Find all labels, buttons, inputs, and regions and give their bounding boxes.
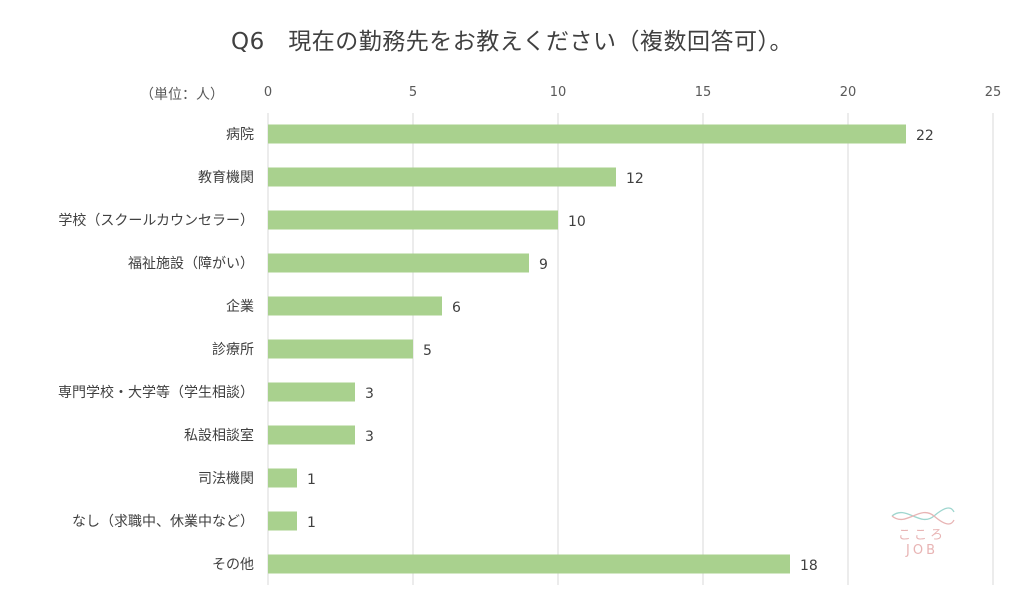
value-label-0: 22 [916, 128, 934, 144]
value-label-10: 18 [800, 558, 818, 574]
value-labels: 22 12 10 9 6 5 3 3 1 1 18 [307, 128, 934, 574]
value-label-7: 3 [365, 429, 374, 445]
bar-7 [268, 425, 355, 445]
bar-9 [268, 511, 297, 531]
value-label-5: 5 [423, 343, 432, 359]
x-tick-label-1: 5 [409, 85, 417, 100]
category-label-7: 私設相談室 [184, 427, 254, 444]
logo-text-kokoro: こころ [897, 528, 946, 543]
bar-3 [268, 253, 529, 273]
value-label-6: 3 [365, 386, 374, 402]
category-label-1: 教育機関 [198, 170, 254, 186]
x-tick-label-0: 0 [264, 85, 272, 100]
x-tick-label-2: 10 [550, 85, 567, 100]
value-label-2: 10 [568, 214, 586, 230]
value-label-9: 1 [307, 515, 316, 531]
value-label-8: 1 [307, 472, 316, 488]
logo-text-job: JOB [906, 543, 938, 558]
bar-5 [268, 339, 413, 359]
value-label-4: 6 [452, 300, 461, 316]
bars [268, 124, 906, 574]
value-label-1: 12 [626, 171, 644, 187]
category-label-10: その他 [212, 557, 254, 573]
category-label-0: 病院 [226, 127, 254, 143]
unit-label: （単位：人） [140, 87, 224, 103]
chart-title: Q6 現在の勤務先をお教えください（複数回答可）。 [230, 29, 794, 55]
category-label-4: 企業 [226, 298, 254, 315]
category-label-6: 専門学校・大学等（学生相談） [58, 384, 254, 401]
x-axis-ticks: 0 5 10 15 20 25 [264, 85, 1001, 100]
kokoro-job-logo: こころ JOB [884, 506, 960, 564]
bar-10 [268, 554, 790, 574]
x-tick-label-5: 25 [985, 85, 1002, 100]
category-label-3: 福祉施設（障がい） [128, 256, 254, 272]
category-label-9: なし（求職中、休業中など） [72, 514, 254, 530]
category-label-2: 学校（スクールカウンセラー） [58, 212, 254, 229]
bar-0 [268, 124, 906, 144]
bar-2 [268, 210, 558, 230]
bar-6 [268, 382, 355, 402]
bar-4 [268, 296, 442, 316]
value-label-3: 9 [539, 257, 548, 273]
category-label-5: 診療所 [212, 341, 254, 358]
wave-icon [891, 507, 955, 525]
x-tick-label-4: 20 [840, 85, 857, 100]
x-tick-label-3: 15 [695, 85, 712, 100]
bar-1 [268, 167, 616, 187]
bar-8 [268, 468, 297, 488]
category-label-8: 司法機関 [198, 471, 254, 487]
